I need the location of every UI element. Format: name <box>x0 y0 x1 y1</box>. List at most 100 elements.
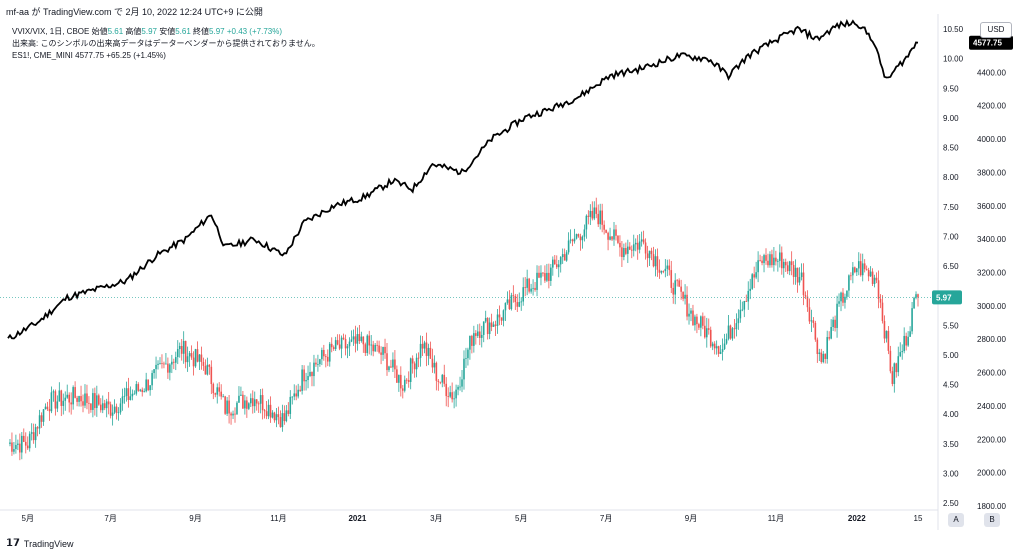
candle-body <box>336 340 339 345</box>
candle-body <box>143 391 146 393</box>
candle-body <box>21 435 23 453</box>
candle-body <box>441 374 444 383</box>
candle-body <box>321 350 323 360</box>
candle-body <box>405 379 408 381</box>
candle-body <box>782 261 785 269</box>
candle-body <box>873 277 876 284</box>
candle-body <box>656 256 659 270</box>
candle-body <box>216 387 219 395</box>
legend-high-label: 高値 <box>125 27 142 36</box>
candle-body <box>901 351 904 353</box>
currency-button[interactable]: USD <box>980 22 1012 38</box>
candle-body <box>196 349 199 362</box>
candle-body <box>704 325 706 338</box>
legend-change: +0.43 (+7.73%) <box>226 27 282 36</box>
primary-axis-tick-label: 9.50 <box>943 84 959 93</box>
candle-body <box>846 290 848 297</box>
candle-body <box>779 252 781 261</box>
candle-body <box>522 287 525 302</box>
candle-body <box>478 331 481 338</box>
candle-body <box>251 398 254 407</box>
candle-body <box>917 294 919 298</box>
secondary-axis-tick-label: 3600.00 <box>977 202 1006 211</box>
candle-body <box>903 335 905 352</box>
candle-body <box>741 309 744 311</box>
candle-body <box>536 272 538 290</box>
auto-scale-button[interactable]: A <box>948 513 964 527</box>
candle-body <box>378 345 380 353</box>
candle-body <box>911 308 913 332</box>
candle-body <box>103 403 106 409</box>
candle-body <box>358 334 361 342</box>
candle-body <box>228 400 230 414</box>
candle-body <box>281 413 284 428</box>
candle-body <box>133 393 136 395</box>
candle-body <box>372 344 374 352</box>
candle-body <box>915 294 917 298</box>
candle-body <box>587 215 590 217</box>
candle-body <box>538 272 540 278</box>
candle-body <box>28 433 31 449</box>
candle-body <box>30 432 33 434</box>
candle-body <box>15 444 17 450</box>
primary-axis-tick-label: 2.50 <box>943 499 959 508</box>
secondary-axis-tick-label: 3000.00 <box>977 302 1006 311</box>
candle-body <box>461 379 463 387</box>
candle-body <box>394 359 396 370</box>
primary-axis-tick-label: 3.00 <box>943 469 959 478</box>
candle-body <box>24 441 27 446</box>
candle-body <box>46 406 49 409</box>
candle-body <box>567 240 570 253</box>
candle-body <box>107 401 110 405</box>
candle-body <box>824 353 827 359</box>
time-axis-tick-label: 7月 <box>600 514 612 523</box>
candle-body <box>828 337 830 339</box>
candle-body <box>881 302 884 322</box>
candle-body <box>854 267 856 273</box>
candle-body <box>165 363 167 365</box>
secondary-axis-tick-label: 2400.00 <box>977 402 1006 411</box>
time-axis-tick-label: 9月 <box>189 514 201 523</box>
candle-body <box>248 403 250 409</box>
candle-body <box>117 412 120 414</box>
candle-body <box>601 210 603 225</box>
candle-body <box>423 342 426 349</box>
candle-body <box>295 393 297 397</box>
candle-body <box>702 316 704 326</box>
candle-body <box>469 335 471 350</box>
candle-body <box>773 257 775 266</box>
candle-body <box>707 328 710 330</box>
candle-body <box>58 390 61 402</box>
legend-volume-note: 出来高: このシンボルの出来高データはデーターベンダーから提供されておりません。 <box>12 39 320 48</box>
candle-body <box>826 337 828 359</box>
time-axis-tick-label: 3月 <box>430 514 442 523</box>
secondary-axis-tick-label: 2600.00 <box>977 369 1006 378</box>
candle-body <box>220 391 222 397</box>
time-axis-tick-label: 2021 <box>348 514 366 523</box>
candle-body <box>573 238 576 242</box>
candle-body <box>802 272 805 296</box>
candle-body <box>565 252 568 261</box>
candle-body <box>575 234 578 239</box>
secondary-axis-tick-label: 3400.00 <box>977 235 1006 244</box>
legend-line-vvix: VVIX/VIX, 1日, CBOE 始値5.61 高値5.97 安値5.61 … <box>12 26 320 38</box>
candle-body <box>640 239 643 242</box>
candle-body <box>617 235 619 243</box>
candle-body <box>856 268 858 273</box>
candle-body <box>907 336 909 346</box>
scale-b-button[interactable]: B <box>984 513 1000 527</box>
candle-body <box>557 264 560 268</box>
candle-body <box>326 356 329 362</box>
candle-body <box>621 247 623 258</box>
candle-body <box>733 328 736 330</box>
tradingview-logo-icon: 𝟭𝟳 <box>6 538 20 549</box>
last-price-tag <box>932 290 962 305</box>
candle-body <box>131 393 134 397</box>
secondary-axis-tick-label: 2200.00 <box>977 435 1006 444</box>
candle-body <box>611 236 613 240</box>
candle-body <box>496 314 499 326</box>
candle-body <box>638 241 641 250</box>
candle-body <box>528 278 530 292</box>
candle-body <box>311 371 313 377</box>
